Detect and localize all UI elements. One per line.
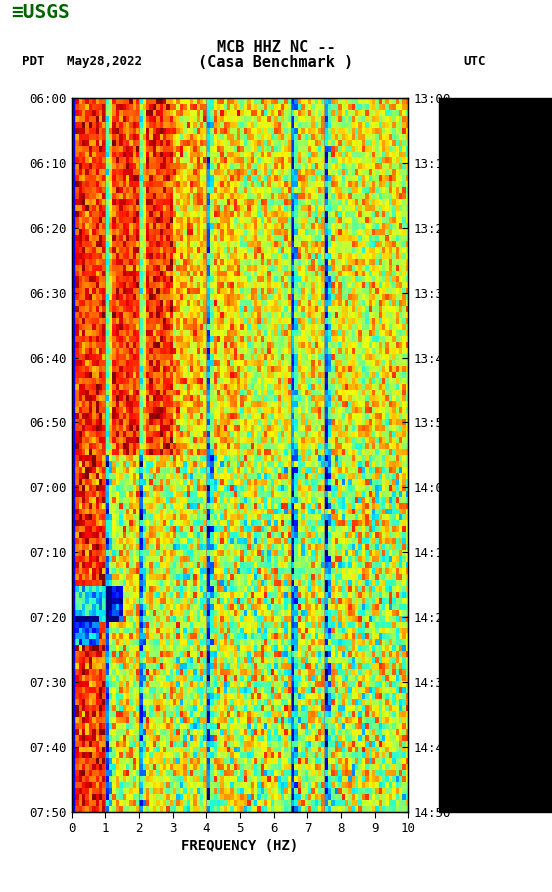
X-axis label: FREQUENCY (HZ): FREQUENCY (HZ): [182, 839, 299, 854]
Text: MCB HHZ NC --: MCB HHZ NC --: [217, 40, 335, 55]
Text: ≡USGS: ≡USGS: [11, 3, 70, 21]
Text: (Casa Benchmark ): (Casa Benchmark ): [198, 55, 354, 70]
Text: PDT   May28,2022: PDT May28,2022: [22, 55, 142, 69]
Text: UTC: UTC: [464, 55, 486, 69]
